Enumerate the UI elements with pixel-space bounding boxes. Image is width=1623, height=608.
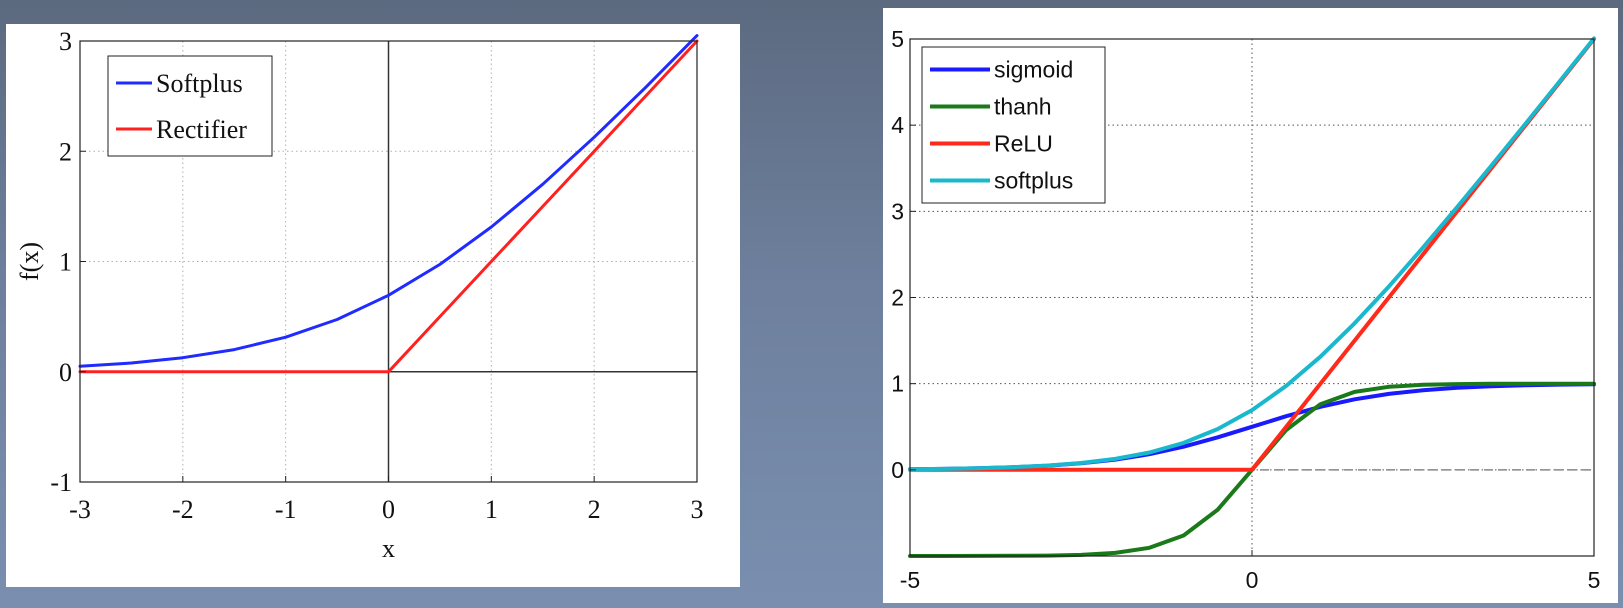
y-tick-label: 4	[891, 112, 904, 138]
y-tick-label: 2	[891, 285, 904, 311]
legend: Softplus Rectifier	[107, 55, 273, 157]
series-line-rectifier	[78, 39, 699, 374]
legend-label-relu: ReLU	[994, 131, 1053, 157]
x-axis-label: x	[382, 534, 395, 563]
x-tick-label: -2	[172, 495, 194, 524]
x-tick-label: 5	[1588, 567, 1601, 593]
y-tick-label: 1	[891, 371, 904, 397]
y-tick-label: 5	[891, 26, 904, 52]
x-tick-label: 0	[382, 495, 395, 524]
legend-label-softplus: softplus	[994, 168, 1073, 194]
x-tick-label: -5	[900, 567, 920, 593]
left-chart-panel: -3 -2 -1 0 1 2 3 -1 0 1 2 3 x f(x) Softplus Rectifier	[6, 24, 740, 587]
legend-box	[921, 46, 1106, 204]
y-tick-label: 3	[891, 198, 904, 224]
legend-label-rectifier: Rectifier	[156, 115, 247, 144]
series-line-sigmoid	[908, 382, 1596, 472]
softplus-rectifier-chart: -3 -2 -1 0 1 2 3 -1 0 1 2 3 x f(x) Softplus Rectifier	[15, 27, 704, 563]
series-line-softplus	[908, 36, 1596, 472]
activation-functions-chart: -5 0 5 0 1 2 3 4 5 sigmoid thanh ReLU softplus	[891, 26, 1601, 593]
y-tick-label: 1	[59, 248, 72, 277]
x-tick-label: 2	[588, 495, 601, 524]
y-tick-label: 0	[59, 358, 72, 387]
x-tick-label: 1	[485, 495, 498, 524]
y-tick-label: -1	[50, 468, 72, 497]
x-tick-label: 0	[1246, 567, 1259, 593]
y-tick-label: 0	[891, 457, 904, 483]
y-tick-label: 2	[59, 137, 72, 166]
x-tick-label: -1	[275, 495, 297, 524]
right-chart-panel: -5 0 5 0 1 2 3 4 5 sigmoid thanh ReLU softplus	[883, 8, 1618, 603]
x-tick-label: 3	[691, 495, 704, 524]
legend: sigmoid thanh ReLU softplus	[921, 46, 1106, 204]
y-axis-label: f(x)	[15, 242, 44, 281]
y-tick-label: 3	[59, 27, 72, 56]
legend-label-softplus: Softplus	[156, 69, 243, 98]
legend-label-thanh: thanh	[994, 94, 1052, 120]
series-line-softplus	[78, 34, 699, 368]
legend-label-sigmoid: sigmoid	[994, 57, 1073, 83]
x-tick-label: -3	[69, 495, 91, 524]
legend-box	[107, 55, 273, 157]
